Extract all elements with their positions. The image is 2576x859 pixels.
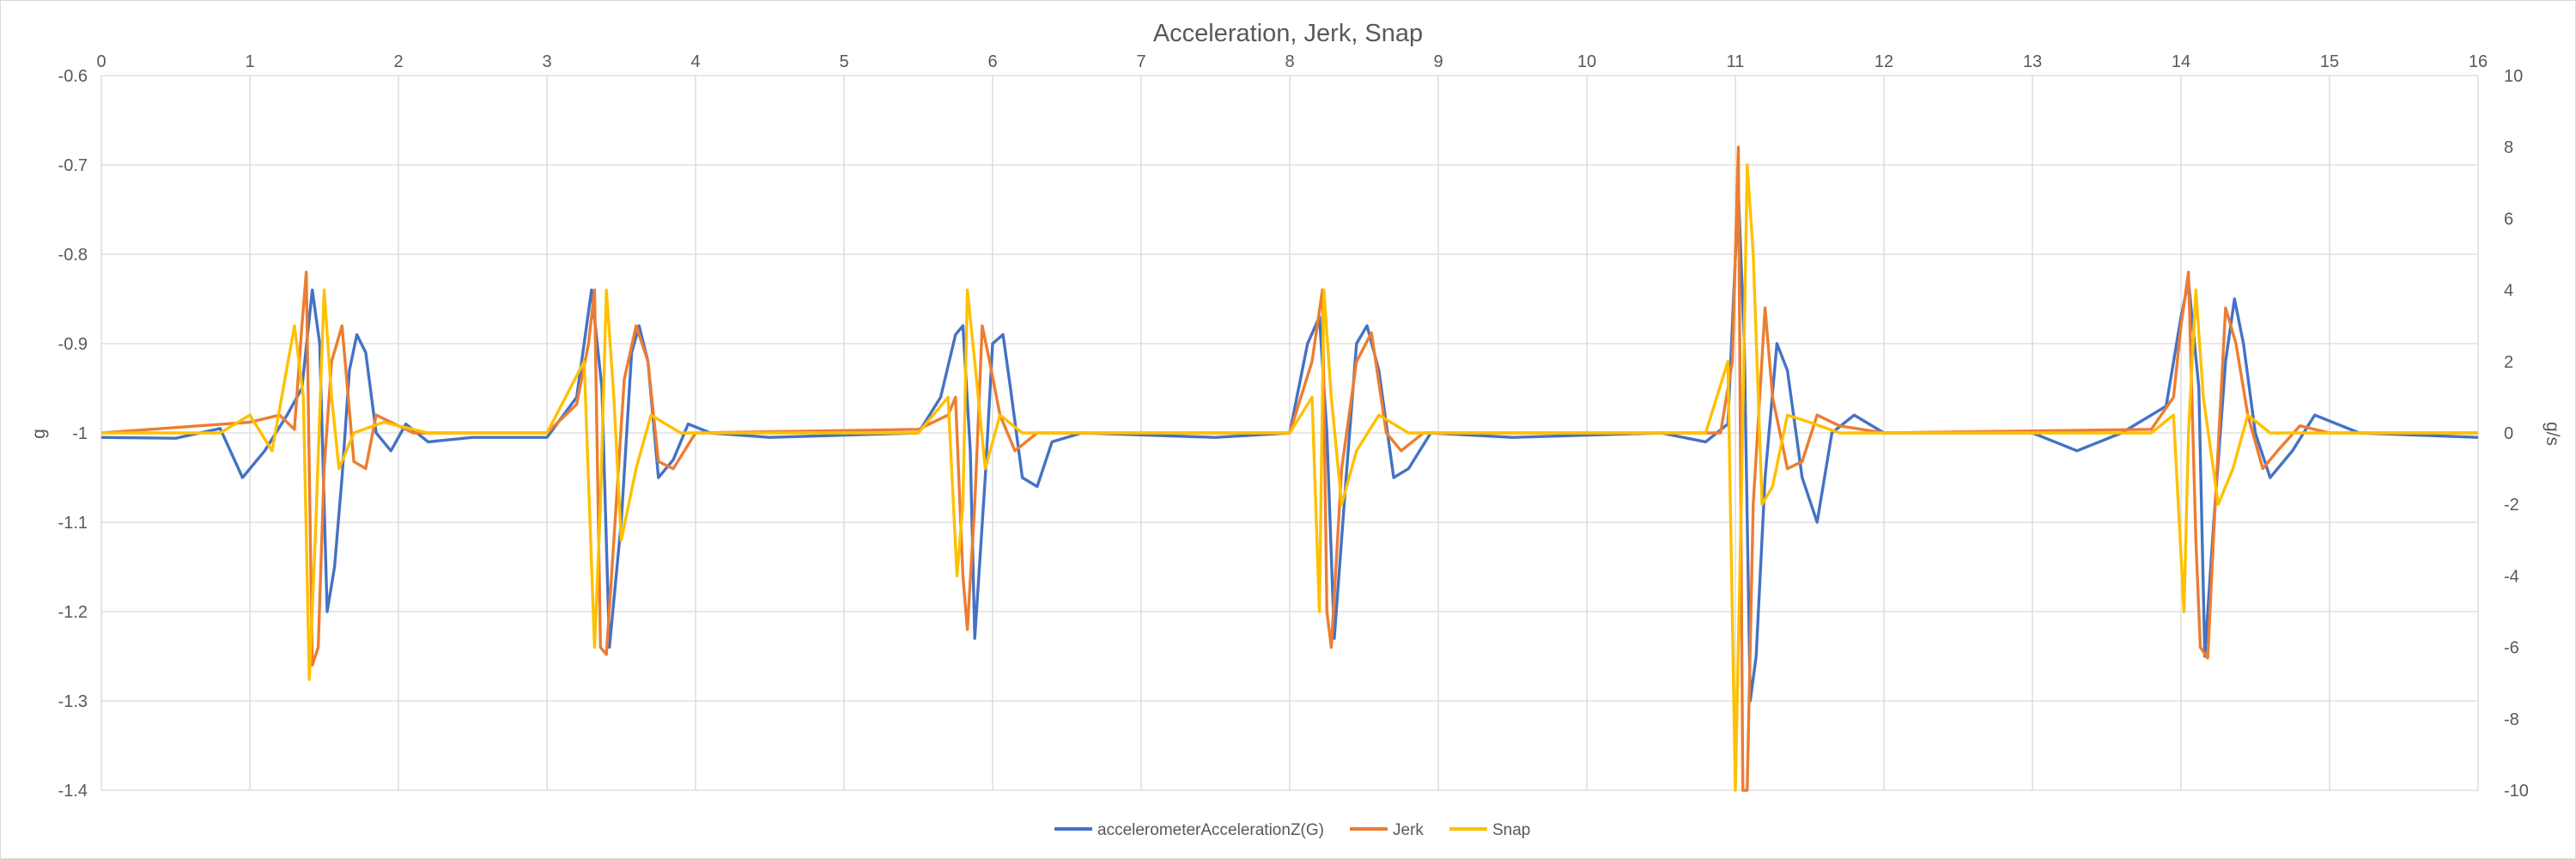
y-tick-label-right: 10 (2504, 67, 2523, 86)
y-axis-title-left: g (29, 429, 49, 439)
x-tick-label: 10 (1577, 52, 1596, 71)
y-right-tick-labels: 10 8 6 4 2 0 -2 -4 -6 -8 -10 (2504, 67, 2529, 801)
x-tick-label: 3 (542, 52, 551, 71)
x-tick-label: 1 (245, 52, 254, 71)
x-tick-label: 4 (690, 52, 700, 71)
legend: accelerometerAccelerationZ(G) Jerk Snap (1054, 821, 1530, 839)
chart-title: Acceleration, Jerk, Snap (1153, 20, 1423, 47)
x-tick-label: 8 (1285, 52, 1294, 71)
y-tick-label-right: -10 (2504, 782, 2529, 801)
y-tick-label-left: -1.4 (58, 782, 88, 801)
x-tick-label: 13 (2023, 52, 2042, 71)
x-tick-label: 0 (96, 52, 106, 71)
x-tick-label: 12 (1874, 52, 1893, 71)
x-tick-label: 6 (987, 52, 997, 71)
x-tick-labels: 0 1 2 3 4 5 6 7 8 9 10 11 12 13 14 15 16 (96, 52, 2488, 71)
y-tick-label-right: -2 (2504, 496, 2519, 515)
x-tick-label: 14 (2172, 52, 2190, 71)
y-tick-label-right: -4 (2504, 567, 2519, 586)
y-tick-label-right: 0 (2504, 424, 2513, 443)
series-line-snap (101, 163, 2478, 792)
y-tick-label-right: -8 (2504, 710, 2519, 729)
series-line-accelerometeraccelerationz-g- (100, 190, 2479, 703)
x-tick-label: 15 (2320, 52, 2339, 71)
x-tick-label: 9 (1433, 52, 1443, 71)
y-tick-label-left: -1.1 (58, 514, 88, 533)
legend-label: accelerometerAccelerationZ(G) (1097, 821, 1324, 839)
y-tick-label-right: 6 (2504, 210, 2513, 228)
y-left-tick-labels: -0.6 -0.7 -0.8 -0.9 -1 -1.1 -1.2 -1.3 -1.4 (58, 67, 88, 801)
y-tick-label-right: -6 (2504, 639, 2519, 658)
y-tick-label-right: 2 (2504, 353, 2513, 372)
legend-label: Snap (1492, 821, 1530, 839)
x-tick-label: 2 (393, 52, 403, 71)
y-tick-label-left: -0.9 (58, 335, 88, 354)
x-tick-label: 5 (839, 52, 848, 71)
y-tick-label-right: 8 (2504, 138, 2513, 157)
y-axis-title-right: g/s (2543, 422, 2562, 446)
y-tick-label-left: -1.2 (58, 603, 88, 622)
x-tick-label: 11 (1727, 52, 1745, 71)
y-tick-label-left: -0.6 (58, 67, 88, 86)
y-tick-label-left: -0.8 (58, 246, 88, 265)
series-lines (100, 145, 2479, 792)
x-tick-label: 7 (1136, 52, 1145, 71)
y-tick-label-left: -1 (72, 424, 88, 443)
y-tick-label-right: 4 (2504, 282, 2513, 301)
y-tick-label-left: -0.7 (58, 156, 88, 175)
x-tick-label: 16 (2469, 52, 2488, 71)
y-tick-label-left: -1.3 (58, 692, 88, 711)
legend-label: Jerk (1393, 821, 1424, 839)
